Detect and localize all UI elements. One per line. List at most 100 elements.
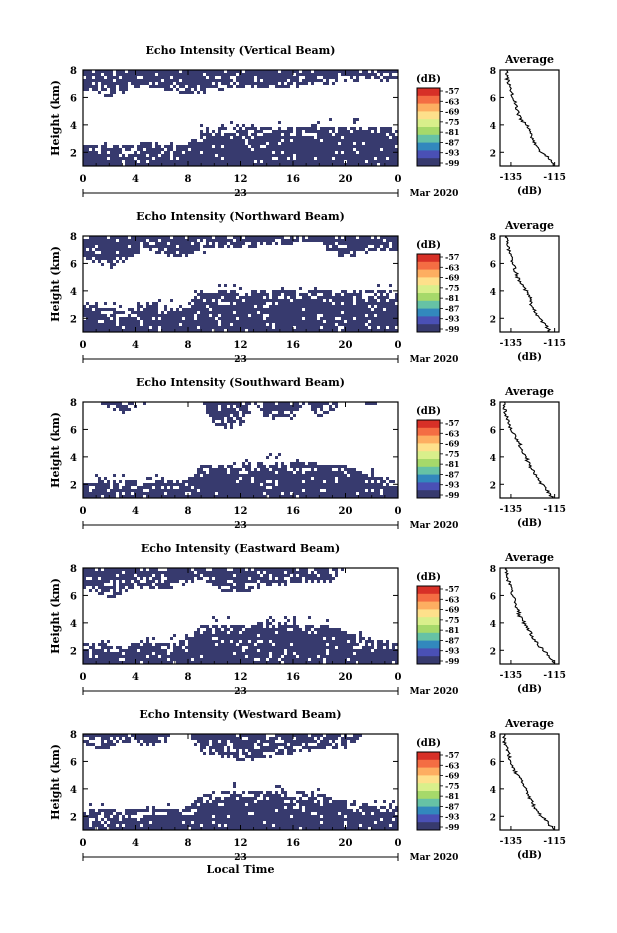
- echo-cell: [242, 405, 245, 408]
- echo-cell: [137, 486, 140, 489]
- echo-cell: [131, 571, 134, 574]
- echo-cell: [233, 480, 236, 483]
- echo-cell: [371, 145, 374, 148]
- echo-cell: [215, 299, 218, 302]
- echo-cell: [173, 577, 176, 580]
- echo-cell: [188, 151, 191, 154]
- echo-cell: [392, 239, 395, 242]
- echo-cell: [377, 136, 380, 139]
- echo-cell: [167, 157, 170, 160]
- echo-cell: [95, 311, 98, 314]
- echo-cell: [155, 245, 158, 248]
- echo-cell: [200, 640, 203, 643]
- echo-cell: [119, 85, 122, 88]
- echo-cell: [308, 480, 311, 483]
- echo-cell: [110, 577, 113, 580]
- colorbar-swatch: [417, 443, 440, 451]
- echo-cell: [362, 480, 365, 483]
- echo-cell: [278, 299, 281, 302]
- echo-cell: [212, 480, 215, 483]
- echo-cell: [203, 76, 206, 79]
- echo-cell: [146, 148, 149, 151]
- echo-cell: [275, 320, 278, 323]
- echo-cell: [164, 251, 167, 254]
- echo-cell: [293, 305, 296, 308]
- echo-cell: [266, 468, 269, 471]
- echo-cell: [203, 625, 206, 628]
- average-title: Average: [504, 53, 554, 66]
- echo-cell: [278, 293, 281, 296]
- echo-cell: [311, 314, 314, 317]
- echo-cell: [149, 317, 152, 320]
- echo-cell: [167, 154, 170, 157]
- echo-cell: [350, 311, 353, 314]
- echo-cell: [245, 317, 248, 320]
- echo-cell: [182, 655, 185, 658]
- echo-cell: [338, 314, 341, 317]
- echo-cell: [203, 658, 206, 661]
- echo-cell: [131, 154, 134, 157]
- echo-cell: [230, 85, 233, 88]
- echo-cell: [116, 577, 119, 580]
- echo-cell: [98, 574, 101, 577]
- echo-cell: [386, 305, 389, 308]
- echo-cell: [275, 73, 278, 76]
- echo-cell: [320, 151, 323, 154]
- echo-cell: [203, 308, 206, 311]
- echo-cell: [164, 583, 167, 586]
- echo-cell: [278, 311, 281, 314]
- echo-cell: [101, 652, 104, 655]
- echo-cell: [266, 148, 269, 151]
- echo-cell: [221, 73, 224, 76]
- echo-cell: [389, 145, 392, 148]
- echo-cell: [281, 311, 284, 314]
- echo-cell: [185, 480, 188, 483]
- echo-cell: [224, 640, 227, 643]
- echo-cell: [212, 643, 215, 646]
- echo-cell: [302, 73, 305, 76]
- echo-cell: [323, 471, 326, 474]
- echo-cell: [311, 317, 314, 320]
- echo-cell: [236, 477, 239, 480]
- echo-cell: [332, 471, 335, 474]
- echo-cell: [113, 408, 116, 411]
- echo-cell: [377, 290, 380, 293]
- echo-cell: [290, 308, 293, 311]
- echo-cell: [239, 157, 242, 160]
- x-tick-label: 20: [339, 340, 353, 351]
- echo-cell: [218, 492, 221, 495]
- echo-cell: [305, 239, 308, 242]
- echo-cell: [143, 154, 146, 157]
- echo-cell: [266, 492, 269, 495]
- echo-cell: [305, 486, 308, 489]
- echo-cell: [371, 299, 374, 302]
- echo-cell: [374, 299, 377, 302]
- echo-cell: [383, 151, 386, 154]
- echo-cell: [320, 323, 323, 326]
- echo-cell: [197, 91, 200, 94]
- echo-cell: [200, 124, 203, 127]
- echo-cell: [239, 480, 242, 483]
- echo-cell: [182, 492, 185, 495]
- echo-cell: [137, 302, 140, 305]
- echo-cell: [383, 489, 386, 492]
- echo-cell: [374, 492, 377, 495]
- echo-cell: [116, 160, 119, 163]
- echo-cell: [389, 299, 392, 302]
- echo-cell: [284, 474, 287, 477]
- echo-cell: [122, 242, 125, 245]
- echo-cell: [311, 154, 314, 157]
- echo-cell: [320, 130, 323, 133]
- echo-cell: [347, 239, 350, 242]
- echo-cell: [155, 486, 158, 489]
- echo-cell: [194, 148, 197, 151]
- echo-cell: [164, 486, 167, 489]
- echo-cell: [176, 580, 179, 583]
- echo-cell: [200, 483, 203, 486]
- echo-cell: [368, 139, 371, 142]
- echo-cell: [272, 468, 275, 471]
- echo-cell: [281, 323, 284, 326]
- echo-cell: [281, 465, 284, 468]
- echo-cell: [113, 308, 116, 311]
- echo-cell: [92, 251, 95, 254]
